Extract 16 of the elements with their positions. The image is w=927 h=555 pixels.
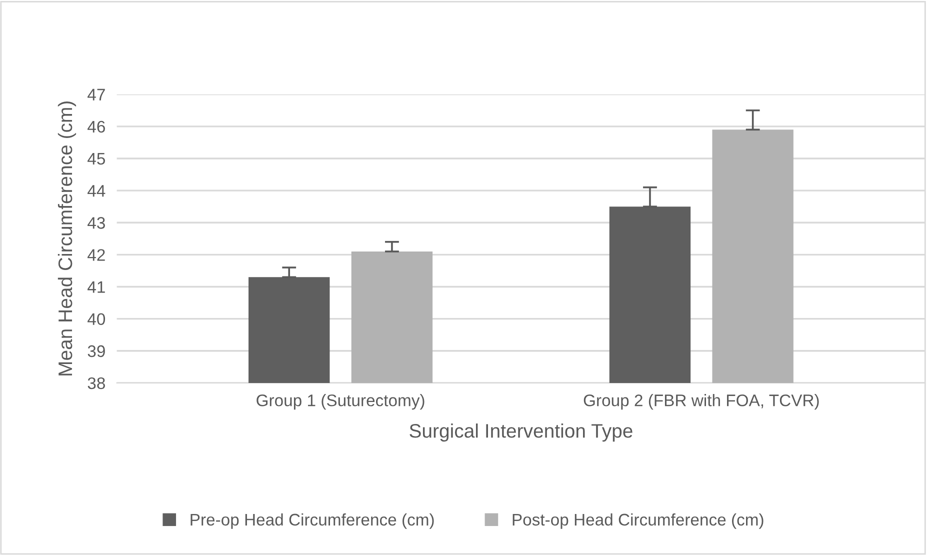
y-tick-label: 44 <box>88 185 106 197</box>
y-tick-label: 43 <box>88 217 105 229</box>
y-axis-title: Mean Head Circumference (cm) <box>58 102 76 376</box>
x-tick-label: Group 1 (Suturectomy) <box>256 394 424 410</box>
x-tick-label: Group 2 (FBR with FOA, TCVR) <box>584 394 819 410</box>
y-tick-label: 46 <box>88 120 105 133</box>
legend-label: Post-op Head Circumference (cm) <box>512 513 764 529</box>
y-tick-label: 45 <box>88 153 105 165</box>
y-tick-label: 38 <box>88 377 105 390</box>
legend-label: Pre-op Head Circumference (cm) <box>190 513 434 529</box>
y-tick-label: 47 <box>88 88 105 100</box>
y-tick-label: 40 <box>88 313 106 326</box>
y-tick-label: 41 <box>88 281 105 293</box>
y-tick-label: 39 <box>88 345 105 358</box>
x-axis-title: Surgical Intervention Type <box>410 423 632 442</box>
y-tick-label: 42 <box>88 249 105 261</box>
